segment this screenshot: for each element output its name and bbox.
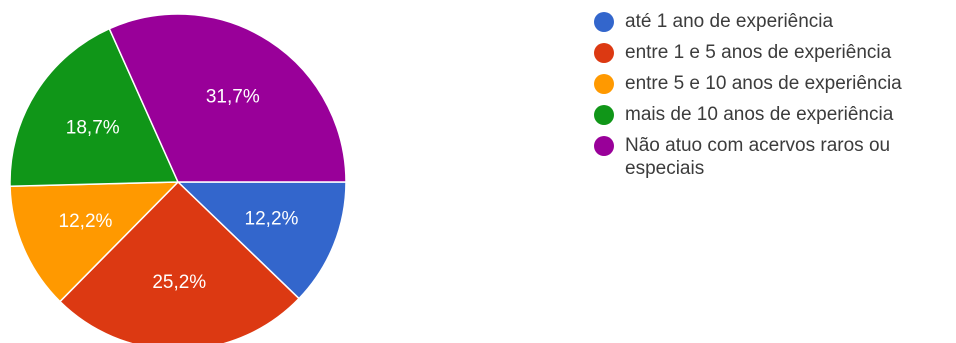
legend-label-entre-5-e-10-anos: entre 5 e 10 anos de experiência xyxy=(625,73,902,94)
slice-label-mais-de-10-anos: 18,7% xyxy=(66,117,120,138)
pie-slice-entre-1-e-5-anos xyxy=(58,180,301,343)
legend-label-ate-1-ano: até 1 ano de experiência xyxy=(625,11,834,32)
legend-swatch-mais-de-10-anos xyxy=(594,104,614,125)
pie-slice-mais-de-10-anos xyxy=(9,27,180,187)
legend-item-nao-atuo: Não atuo com acervos raros ou especiais xyxy=(594,134,954,180)
pie-slice-entre-5-e-10-anos xyxy=(9,181,180,303)
legend-swatch-ate-1-ano xyxy=(594,11,614,32)
legend-item-mais-de-10-anos: mais de 10 anos de experiência xyxy=(594,103,954,126)
chart-legend: até 1 ano de experiência entre 1 e 5 anos… xyxy=(594,10,954,188)
slice-label-ate-1-ano: 12,2% xyxy=(245,209,299,230)
pie-slice-nao-atuo xyxy=(108,13,347,183)
slice-label-entre-5-e-10-anos: 12,2% xyxy=(59,211,113,232)
legend-item-ate-1-ano: até 1 ano de experiência xyxy=(594,10,954,33)
slice-label-entre-1-e-5-anos: 25,2% xyxy=(152,272,206,293)
pie-chart: 12,2% 25,2% 12,2% 18,7% 31,7% xyxy=(9,13,347,343)
legend-item-entre-1-e-5-anos: entre 1 e 5 anos de experiência xyxy=(594,41,954,64)
legend-label-mais-de-10-anos: mais de 10 anos de experiência xyxy=(625,104,894,125)
legend-item-entre-5-e-10-anos: entre 5 e 10 anos de experiência xyxy=(594,72,954,95)
legend-swatch-entre-1-e-5-anos xyxy=(594,42,614,63)
slice-label-nao-atuo: 31,7% xyxy=(206,86,260,107)
legend-label-entre-1-e-5-anos: entre 1 e 5 anos de experiência xyxy=(625,42,892,63)
legend-swatch-nao-atuo xyxy=(594,135,614,156)
pie-slice-ate-1-ano xyxy=(176,181,347,300)
legend-swatch-entre-5-e-10-anos xyxy=(594,73,614,94)
legend-label-nao-atuo: Não atuo com acervos raros ou especiais xyxy=(625,135,891,179)
